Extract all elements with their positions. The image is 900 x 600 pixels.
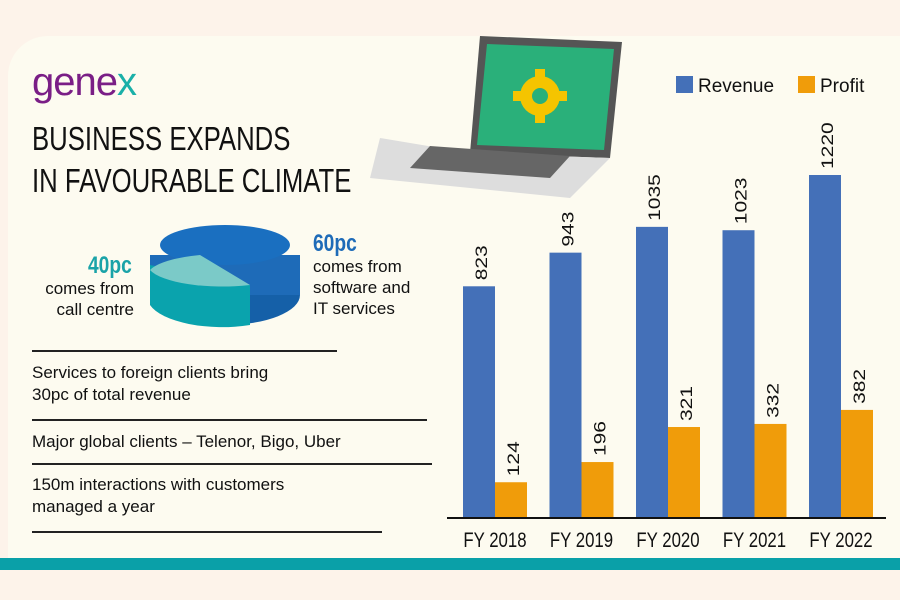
fact-line: 150m interactions with customers (32, 475, 285, 494)
bar-profit (495, 482, 527, 517)
bar-revenue (549, 252, 582, 517)
logo-accent: x (116, 60, 137, 104)
fact-line: Services to foreign clients bring (32, 363, 269, 382)
fact-1: Services to foreign clients bring 30pc of… (32, 362, 268, 406)
x-tick-label: FY 2021 (723, 529, 786, 552)
bar-profit (581, 462, 614, 517)
title-line-2: IN FAVOURABLE CLIMATE (32, 162, 352, 199)
x-tick-label: FY 2022 (809, 529, 872, 552)
bar-value-label: 1220 (819, 122, 838, 169)
label-line: software and (313, 278, 411, 297)
fact-2: Major global clients – Telenor, Bigo, Ub… (32, 431, 341, 453)
bar-value-label: 196 (591, 421, 610, 456)
bar-value-label: 332 (764, 383, 783, 418)
bar-value-label: 1035 (646, 174, 665, 221)
label-line: call centre (56, 300, 134, 319)
legend-swatch-profit (798, 76, 815, 93)
fact-line: Major global clients – Telenor, Bigo, Ub… (32, 432, 341, 451)
x-tick-label: FY 2019 (550, 529, 613, 552)
label-line: comes from (45, 279, 134, 298)
call-centre-pct: 40pc (88, 252, 132, 279)
legend-swatch-revenue (676, 76, 693, 93)
bar-revenue (809, 175, 841, 517)
divider (32, 463, 432, 465)
bar-value-label: 823 (473, 245, 492, 280)
title-line-1: BUSINESS EXPANDS (32, 120, 291, 157)
bar-value-label: 943 (559, 212, 578, 247)
x-tick-label: FY 2018 (463, 529, 526, 552)
pie-slice-call-centre-top (150, 255, 250, 287)
gear-icon (513, 69, 567, 123)
bar-revenue (636, 226, 668, 517)
bar-value-label: 1023 (732, 178, 751, 225)
legend-label-revenue: Revenue (698, 76, 774, 97)
footer-stripe (0, 558, 900, 570)
software-label: comes from software and IT services (313, 256, 410, 319)
divider (32, 531, 382, 533)
laptop-illustration (370, 36, 622, 198)
software-pct: 60pc (313, 230, 357, 257)
divider (32, 419, 427, 421)
x-tick-label: FY 2020 (636, 529, 699, 552)
label-line: comes from (313, 257, 402, 276)
revenue-split-pie (150, 225, 300, 328)
bar-value-label: 124 (505, 441, 524, 476)
bar-revenue (463, 286, 495, 517)
genex-logo: genex (32, 60, 137, 105)
label-line: IT services (313, 299, 395, 318)
fact-line: 30pc of total revenue (32, 385, 191, 404)
bar-revenue (722, 230, 755, 517)
bar-value-label: 321 (678, 386, 697, 421)
page-title: BUSINESS EXPANDS IN FAVOURABLE CLIMATE (32, 118, 351, 202)
bar-profit (754, 423, 787, 517)
call-centre-label: comes from call centre (30, 278, 134, 320)
bar-value-label: 382 (851, 369, 870, 404)
fact-line: managed a year (32, 497, 155, 516)
pie-slice-software-top (160, 225, 290, 265)
fact-3: 150m interactions with customers managed … (32, 474, 284, 518)
laptop-keyboard (410, 146, 570, 178)
logo-text: gene (32, 60, 118, 104)
bar-profit (668, 427, 700, 517)
legend-label-profit: Profit (820, 76, 865, 97)
divider (32, 350, 337, 352)
bar-profit (841, 409, 873, 517)
